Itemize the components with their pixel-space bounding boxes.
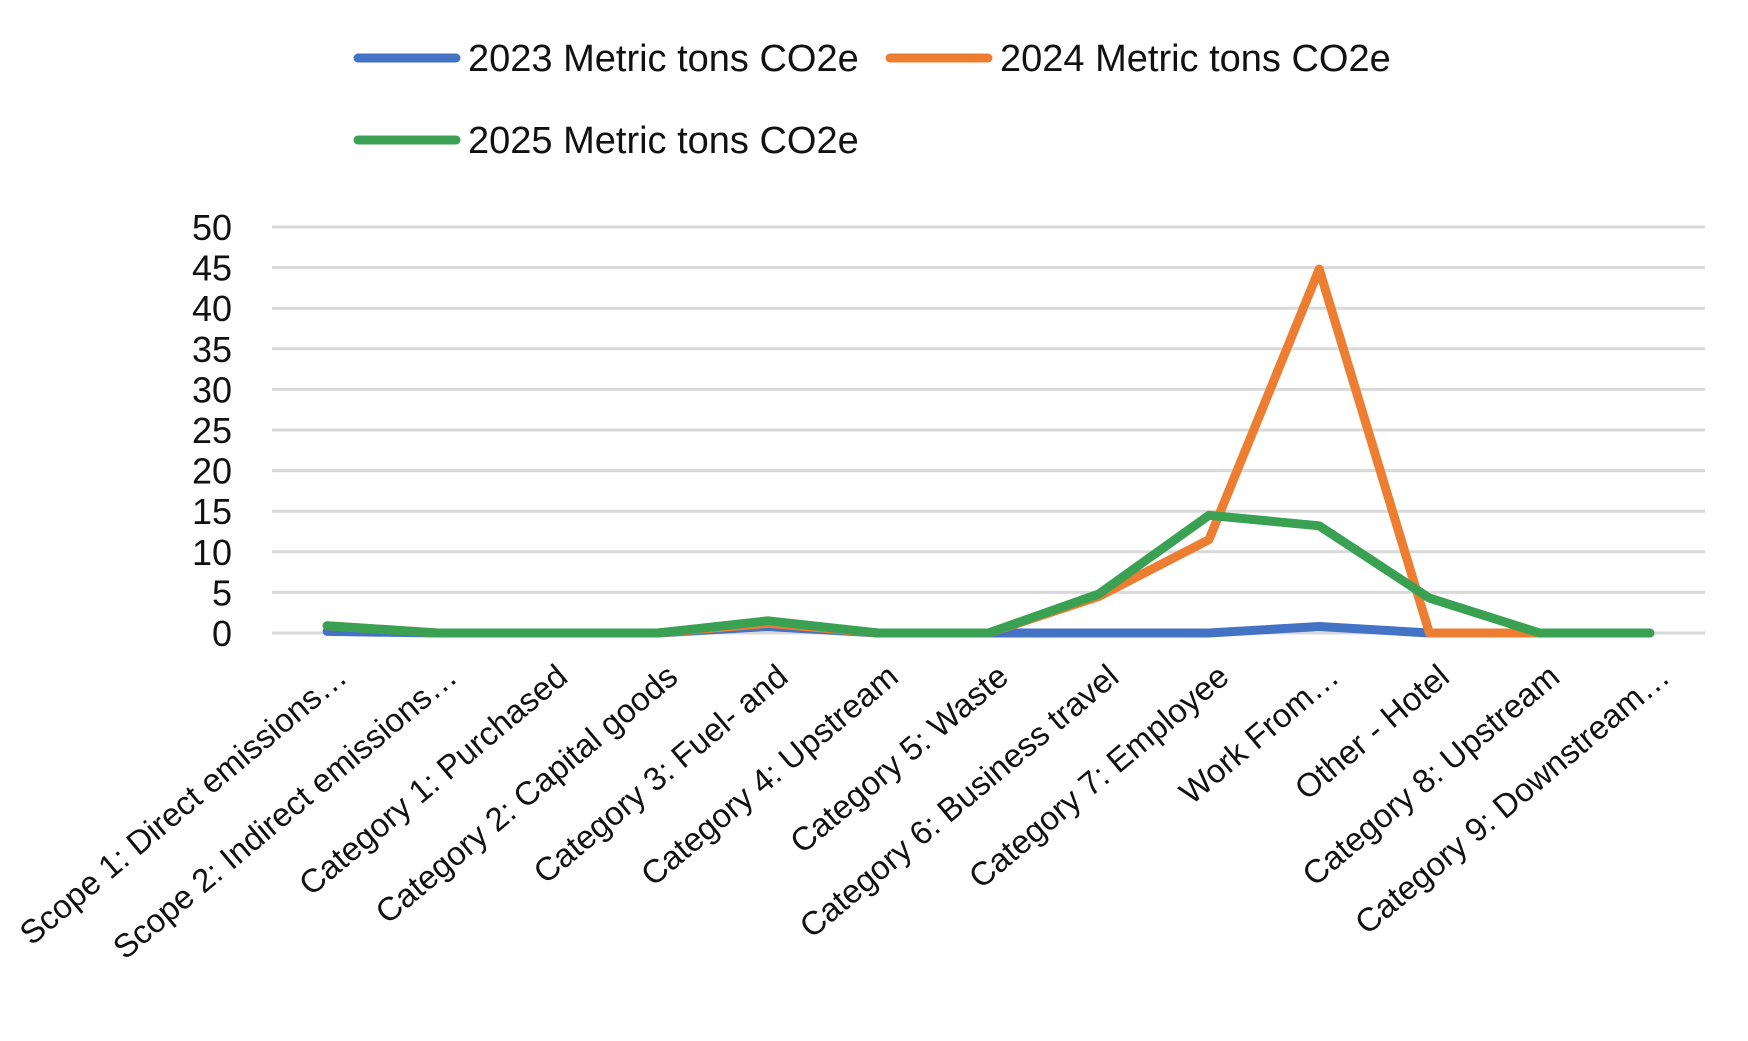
data-point [657, 632, 659, 634]
legend: 2023 Metric tons CO2e 2024 Metric tons CO… [353, 38, 1391, 162]
data-point [1539, 632, 1541, 634]
data-point [1428, 597, 1430, 599]
data-point [1098, 632, 1100, 634]
data-point [988, 632, 989, 634]
series-line-2024 [322, 264, 1655, 638]
y-tick-label: 45 [192, 248, 232, 289]
data-point [767, 620, 769, 622]
series-line-2025 [322, 510, 1655, 638]
gridlines [272, 225, 1705, 635]
legend-item: 2024 Metric tons CO2e [885, 38, 1391, 80]
legend-label: 2024 Metric tons CO2e [1000, 38, 1391, 80]
data-point [1318, 268, 1320, 270]
y-tick-label: 15 [192, 491, 232, 532]
y-tick-label: 50 [192, 207, 232, 248]
y-tick-label: 35 [192, 329, 232, 370]
data-point [547, 632, 549, 634]
data-point [1208, 632, 1210, 634]
data-point [326, 630, 328, 632]
legend-label: 2025 Metric tons CO2e [468, 120, 859, 162]
data-point [1428, 632, 1430, 634]
data-point [326, 625, 328, 627]
series-lines [322, 264, 1655, 638]
y-tick-label: 10 [192, 532, 232, 573]
y-tick-label: 0 [212, 613, 232, 654]
y-tick-label: 5 [212, 572, 232, 613]
data-point [1208, 514, 1210, 516]
legend-label: 2023 Metric tons CO2e [468, 38, 859, 80]
data-point [1208, 539, 1210, 541]
data-point [436, 632, 438, 634]
data-point [877, 632, 879, 634]
y-tick-label: 40 [192, 288, 232, 329]
data-point [1649, 632, 1651, 634]
data-point [1318, 525, 1320, 527]
x-axis-ticks: Scope 1: Direct emissions…Scope 2: Indir… [12, 657, 1676, 966]
y-tick-label: 25 [192, 410, 232, 451]
legend-item: 2023 Metric tons CO2e [353, 38, 859, 80]
legend-item: 2025 Metric tons CO2e [353, 120, 859, 162]
data-point [1098, 593, 1100, 595]
data-point [1318, 626, 1320, 628]
y-tick-label: 30 [192, 369, 232, 410]
y-tick-label: 20 [192, 451, 232, 492]
